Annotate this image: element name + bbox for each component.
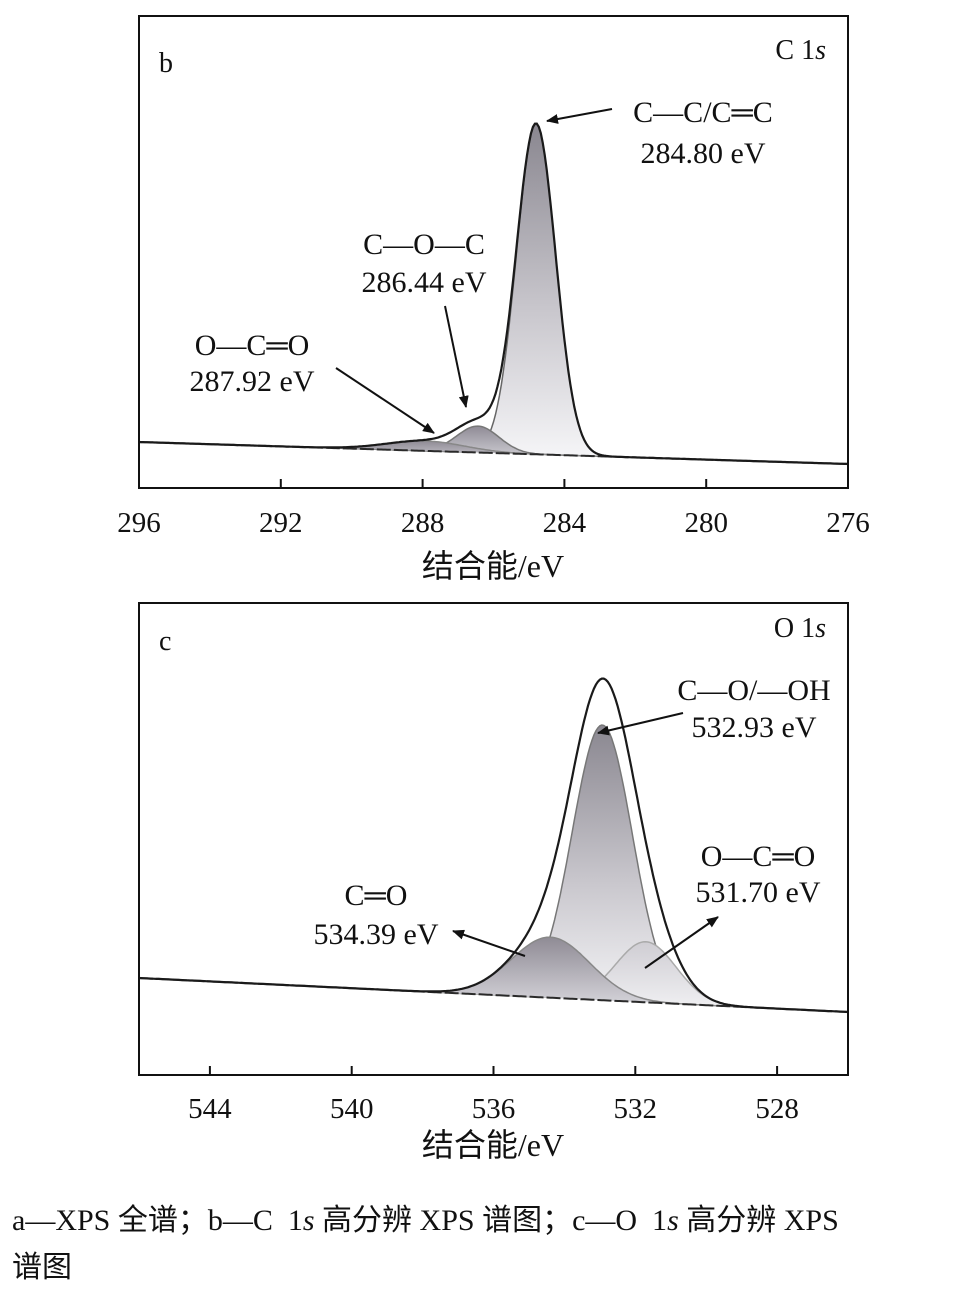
- b-x-tick-label: 292: [259, 507, 303, 539]
- c-peak3-name: C═O: [345, 879, 408, 912]
- b-peak1-name: C—C/C═C: [633, 96, 773, 129]
- b-peak1-arrow: [546, 108, 613, 124]
- b-x-ticks: 296 292 288 284 280 276: [117, 479, 870, 539]
- caption-line-1: a—XPS 全谱；b—C 1s 高分辨 XPS 谱图；c—O 1s 高分辨 XP…: [12, 1204, 839, 1237]
- b-x-tick-label: 288: [401, 507, 445, 539]
- c-peak1-arrow: [597, 712, 684, 736]
- c-x-tick-label: 528: [755, 1093, 799, 1125]
- c-peak2-arrow: [644, 916, 719, 969]
- c-peak3-arrow: [452, 929, 526, 957]
- c-peak2-name: O—C═O: [701, 840, 816, 873]
- b-peak1-energy: 284.80 eV: [641, 137, 766, 170]
- b-panel-label: b: [159, 48, 173, 79]
- c-plot-area: [138, 677, 849, 1014]
- b-peak3-energy: 287.92 eV: [190, 365, 315, 398]
- c-spectrum-title: O 1s: [774, 613, 826, 644]
- c-peak2-energy: 531.70 eV: [696, 876, 821, 909]
- panel-b-c1s: 296 292 288 284 280 276 b C 1s C—C/C═C 284.80…: [117, 15, 870, 584]
- caption-line-2: 谱图: [12, 1251, 72, 1284]
- c-peak1-name: C—O/—OH: [677, 674, 830, 707]
- c-peak1-energy: 532.93 eV: [692, 711, 817, 744]
- c-x-ticks: 544 540 536 532 528: [188, 1066, 799, 1125]
- b-frame: [138, 15, 849, 489]
- b-spectrum-title: C 1s: [775, 35, 826, 66]
- c-x-axis-label: 结合能/eV: [422, 1127, 564, 1163]
- b-peak3-name: O—C═O: [195, 329, 310, 362]
- c-x-tick-label: 536: [472, 1093, 516, 1125]
- b-envelope-line: [138, 122, 849, 466]
- b-peak2-energy: 286.44 eV: [362, 266, 487, 299]
- b-x-tick-label: 296: [117, 507, 161, 539]
- b-x-axis-label: 结合能/eV: [422, 548, 564, 584]
- c-background-line: [138, 977, 849, 1013]
- b-x-tick-label: 284: [543, 507, 587, 539]
- b-plot-area: [138, 122, 849, 466]
- figure-caption: a—XPS 全谱；b—C 1s 高分辨 XPS 谱图；c—O 1s 高分辨 XP…: [12, 1197, 972, 1291]
- b-x-tick-label: 280: [684, 507, 728, 539]
- b-component-peak-1: [138, 123, 849, 465]
- c-x-tick-label: 532: [614, 1093, 658, 1125]
- b-peak3-arrow: [335, 367, 435, 434]
- xps-figure: 296 292 288 284 280 276 b C 1s C—C/C═C 284.80…: [117, 15, 870, 1163]
- c-peak3-energy: 534.39 eV: [314, 918, 439, 951]
- c-panel-label: c: [159, 626, 171, 657]
- panel-c-o1s: 544 540 536 532 528 c O 1s C—O/—OH 532.93 eV…: [138, 602, 849, 1163]
- b-peak2-name: C—O—C: [363, 228, 485, 261]
- c-envelope-line: [138, 677, 849, 1014]
- c-x-tick-label: 544: [188, 1093, 232, 1125]
- b-peak2-arrow: [444, 305, 469, 408]
- c-x-tick-label: 540: [330, 1093, 374, 1125]
- b-x-tick-label: 276: [826, 507, 870, 539]
